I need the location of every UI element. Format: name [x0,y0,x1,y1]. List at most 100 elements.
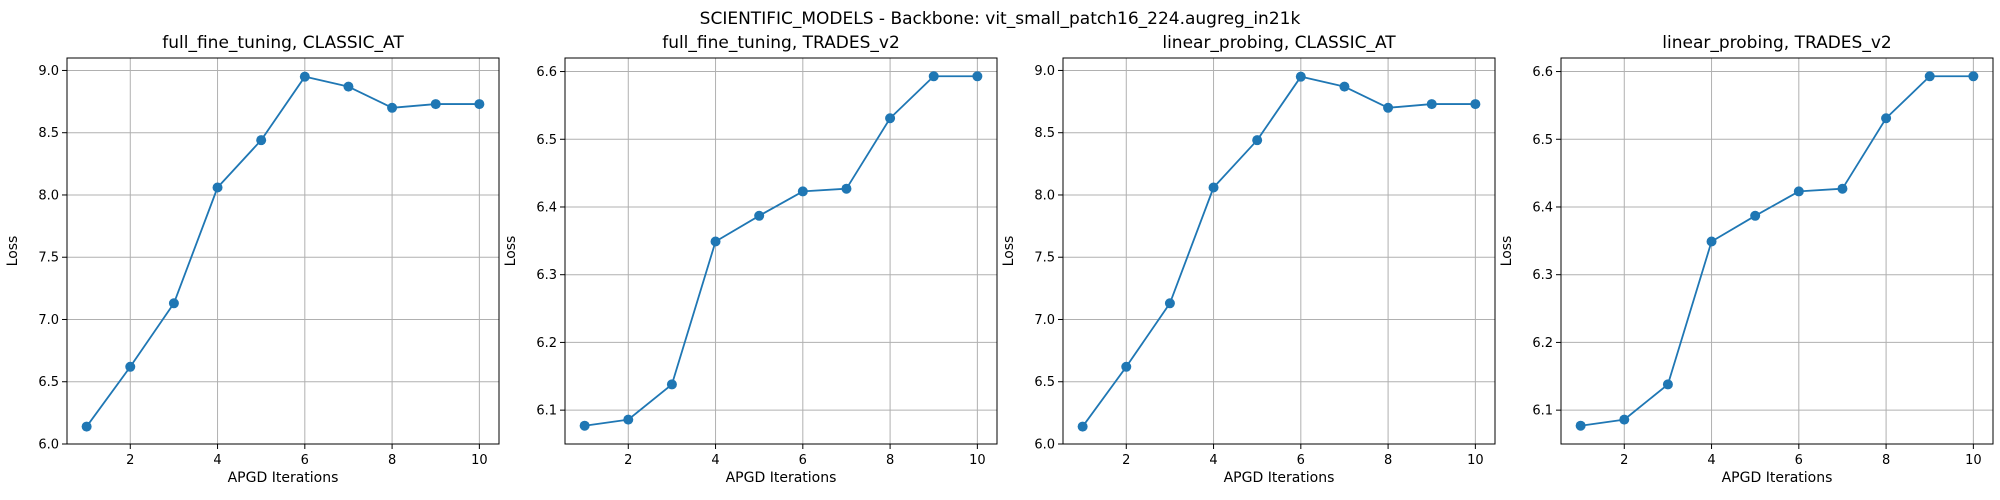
data-point [1793,186,1804,197]
x-tick-label: 10 [1965,453,1982,468]
data-point [343,81,354,92]
data-point [1426,99,1437,110]
data-point [430,99,441,110]
data-point [1470,99,1481,110]
data-point [928,71,939,82]
x-tick-label: 10 [1467,453,1484,468]
subplot-title: full_fine_tuning, CLASSIC_AT [162,33,404,53]
subplot-1: full_fine_tuning, CLASSIC_AT 2 4 6 8 10 6.0 6.5… [5,33,500,486]
y-tick-label: 6.5 [1034,375,1055,390]
y-tick-label: 6.4 [536,200,557,215]
x-tick-label: 6 [301,453,309,468]
data-point [1252,135,1263,146]
y-axis-label: Loss [1001,236,1017,267]
y-tick-label: 6.6 [1532,65,1553,80]
y-axis-label: Loss [5,236,21,267]
data-point [1383,102,1394,113]
data-point [797,186,808,197]
x-tick-label: 4 [1209,453,1217,468]
data-point [212,182,223,193]
subplot-2: full_fine_tuning, TRADES_v2 2 4 6 8 10 6.1 6.2 6… [503,33,998,486]
y-tick-label: 9.0 [38,64,59,79]
y-tick-label: 6.5 [536,133,557,148]
axes-frame [564,57,998,445]
x-tick-label: 8 [886,453,894,468]
x-tick-label: 6 [1795,453,1803,468]
x-tick-label: 6 [799,453,807,468]
y-tick-label: 6.1 [1532,404,1553,419]
y-tick-label: 8.5 [38,126,59,141]
y-tick-label: 8.0 [38,188,59,203]
data-point [1968,71,1979,82]
x-tick-label: 8 [388,453,396,468]
series-line [1081,75,1476,428]
axes-frame [1560,57,1994,445]
subplot-title: linear_probing, CLASSIC_AT [1162,33,1396,53]
data-point [81,421,92,432]
x-tick-label: 8 [1882,453,1890,468]
subplot-4: linear_probing, TRADES_v2 2 4 6 8 10 6.1 6.2 6.3… [1499,33,1994,486]
y-tick-label: 6.3 [536,268,557,283]
y-tick-label: 6.5 [38,375,59,390]
data-point [1164,298,1175,309]
y-tick-label: 7.5 [1034,251,1055,266]
data-point [299,71,310,82]
data-point [1339,81,1350,92]
data-point [666,379,677,390]
x-tick-label: 4 [711,453,719,468]
y-tick-label: 6.1 [536,404,557,419]
series-line [584,75,978,427]
data-point [1295,71,1306,82]
subplot-title: linear_probing, TRADES_v2 [1662,33,1891,53]
y-tick-label: 6.0 [38,438,59,453]
data-point [1077,421,1088,432]
data-point [168,298,179,309]
data-point [885,113,896,124]
data-point [1208,182,1219,193]
subplots: full_fine_tuning, CLASSIC_AT 2 4 6 8 10 6.0 6.5… [5,33,1994,486]
y-tick-label: 6.3 [1532,268,1553,283]
x-tick-label: 2 [624,453,632,468]
y-tick-label: 9.0 [1034,64,1055,79]
x-tick-label: 8 [1384,453,1392,468]
data-point [387,102,398,113]
y-tick-label: 6.2 [536,336,557,351]
x-axis-label: APGD Iterations [1224,470,1335,486]
y-tick-label: 6.6 [536,65,557,80]
data-point [1575,420,1586,431]
x-tick-label: 2 [1620,453,1628,468]
x-tick-label: 6 [1297,453,1305,468]
x-axis-label: APGD Iterations [1722,470,1833,486]
data-point [579,420,590,431]
y-tick-label: 7.5 [38,251,59,266]
data-point [474,99,485,110]
y-tick-label: 7.0 [38,313,59,328]
y-tick-label: 7.0 [1034,313,1055,328]
y-tick-label: 8.5 [1034,126,1055,141]
data-point [623,414,634,425]
figure-suptitle: SCIENTIFIC_MODELS - Backbone: vit_small_… [700,9,1301,29]
data-point [1837,183,1848,194]
x-axis-label: APGD Iterations [726,470,837,486]
axes-frame [66,57,500,445]
y-tick-label: 8.0 [1034,188,1055,203]
data-point [1619,414,1630,425]
series-line [1580,75,1974,427]
data-point [841,183,852,194]
x-tick-label: 10 [471,453,488,468]
y-axis-label: Loss [503,236,519,267]
series-line [85,75,480,428]
data-point [1881,113,1892,124]
y-tick-label: 6.2 [1532,336,1553,351]
data-point [1706,236,1717,247]
data-point [125,361,136,372]
data-point [754,210,765,221]
y-tick-label: 6.0 [1034,438,1055,453]
x-tick-label: 10 [969,453,986,468]
data-point [710,236,721,247]
x-tick-label: 2 [1122,453,1130,468]
subplot-3: linear_probing, CLASSIC_AT 2 4 6 8 10 6.0 6.5 7.… [1001,33,1496,486]
y-tick-label: 6.5 [1532,133,1553,148]
data-point [1662,379,1673,390]
